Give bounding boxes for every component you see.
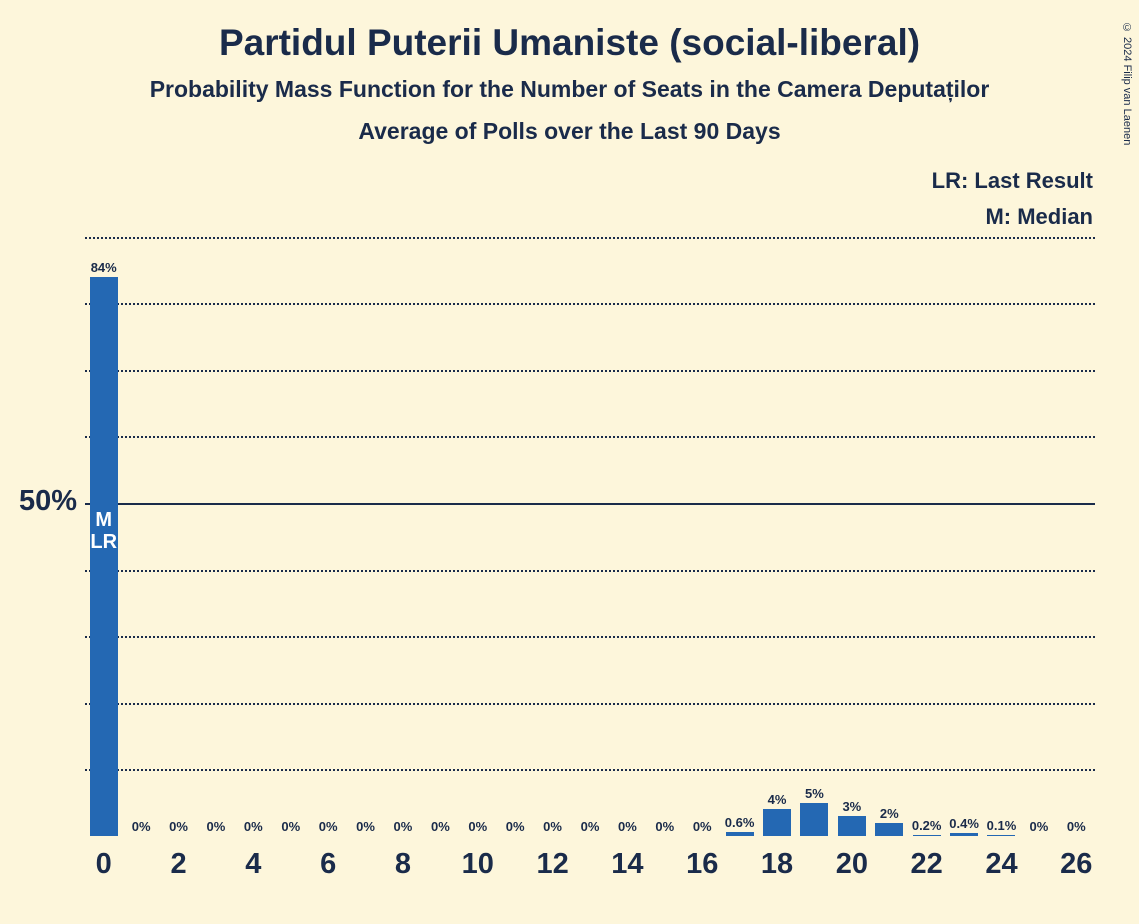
bar-value-label: 0% xyxy=(356,819,375,834)
gridline xyxy=(85,370,1095,372)
bar xyxy=(800,803,828,836)
xaxis-tick: 18 xyxy=(761,848,793,881)
bar-value-label: 84% xyxy=(91,260,117,275)
xaxis-tick: 6 xyxy=(320,848,336,881)
xaxis-tick: 24 xyxy=(985,848,1017,881)
xaxis-tick: 12 xyxy=(536,848,568,881)
bar-value-label: 0.2% xyxy=(912,818,942,833)
bar-annotation: M LR xyxy=(90,509,117,553)
bar-value-label: 5% xyxy=(805,786,824,801)
plot-area: 84% M LR 0% 0% 0% 0% 0% 0% 0% 0% 0% 0% 0% 0% 0% 0% 0% 0% 0… xyxy=(85,170,1095,836)
bar-value-label: 4% xyxy=(768,792,787,807)
gridline xyxy=(85,703,1095,705)
bar-value-label: 0% xyxy=(506,819,525,834)
gridline xyxy=(85,636,1095,638)
gridline xyxy=(85,570,1095,572)
title-subtitle-2: Average of Polls over the Last 90 Days xyxy=(0,118,1139,145)
bar-value-label: 0% xyxy=(1029,819,1048,834)
title-main: Partidul Puterii Umaniste (social-libera… xyxy=(0,22,1139,64)
chart-canvas: Partidul Puterii Umaniste (social-libera… xyxy=(0,0,1139,924)
bar-value-label: 0% xyxy=(132,819,151,834)
xaxis-tick: 2 xyxy=(170,848,186,881)
bar xyxy=(838,816,866,836)
xaxis-tick: 16 xyxy=(686,848,718,881)
xaxis-tick: 10 xyxy=(462,848,494,881)
xaxis-tick: 8 xyxy=(395,848,411,881)
xaxis-tick: 26 xyxy=(1060,848,1092,881)
bar xyxy=(913,835,941,836)
bar-value-label: 0% xyxy=(543,819,562,834)
bar-value-label: 0% xyxy=(169,819,188,834)
xaxis-tick: 20 xyxy=(836,848,868,881)
xaxis-tick: 22 xyxy=(911,848,943,881)
bar xyxy=(987,835,1015,836)
bar xyxy=(726,832,754,836)
bar xyxy=(763,809,791,836)
bar-value-label: 0% xyxy=(207,819,226,834)
bar xyxy=(90,277,118,836)
bar-value-label: 2% xyxy=(880,806,899,821)
bar-value-label: 0% xyxy=(655,819,674,834)
bar-value-label: 0% xyxy=(394,819,413,834)
bar xyxy=(875,823,903,836)
xaxis-tick: 0 xyxy=(96,848,112,881)
bar-value-label: 0% xyxy=(319,819,338,834)
bar-value-label: 0% xyxy=(468,819,487,834)
bar-value-label: 0.1% xyxy=(987,818,1017,833)
gridline xyxy=(85,303,1095,305)
bar-value-label: 0% xyxy=(618,819,637,834)
title-subtitle-1: Probability Mass Function for the Number… xyxy=(0,76,1139,103)
yaxis-label: 50% xyxy=(0,485,77,518)
bar-value-label: 0% xyxy=(581,819,600,834)
gridline xyxy=(85,769,1095,771)
bar-value-label: 0.6% xyxy=(725,815,755,830)
gridline xyxy=(85,503,1095,505)
bar-value-label: 0% xyxy=(1067,819,1086,834)
bar xyxy=(950,833,978,836)
copyright: © 2024 Filip van Laenen xyxy=(1121,22,1133,145)
bar-value-label: 0% xyxy=(431,819,450,834)
bar-value-label: 0% xyxy=(693,819,712,834)
bar-value-label: 0% xyxy=(244,819,263,834)
xaxis-tick: 14 xyxy=(611,848,643,881)
bar-value-label: 3% xyxy=(842,799,861,814)
bar-value-label: 0.4% xyxy=(949,816,979,831)
gridline xyxy=(85,436,1095,438)
gridline xyxy=(85,237,1095,239)
bar-value-label: 0% xyxy=(281,819,300,834)
xaxis-tick: 4 xyxy=(245,848,261,881)
